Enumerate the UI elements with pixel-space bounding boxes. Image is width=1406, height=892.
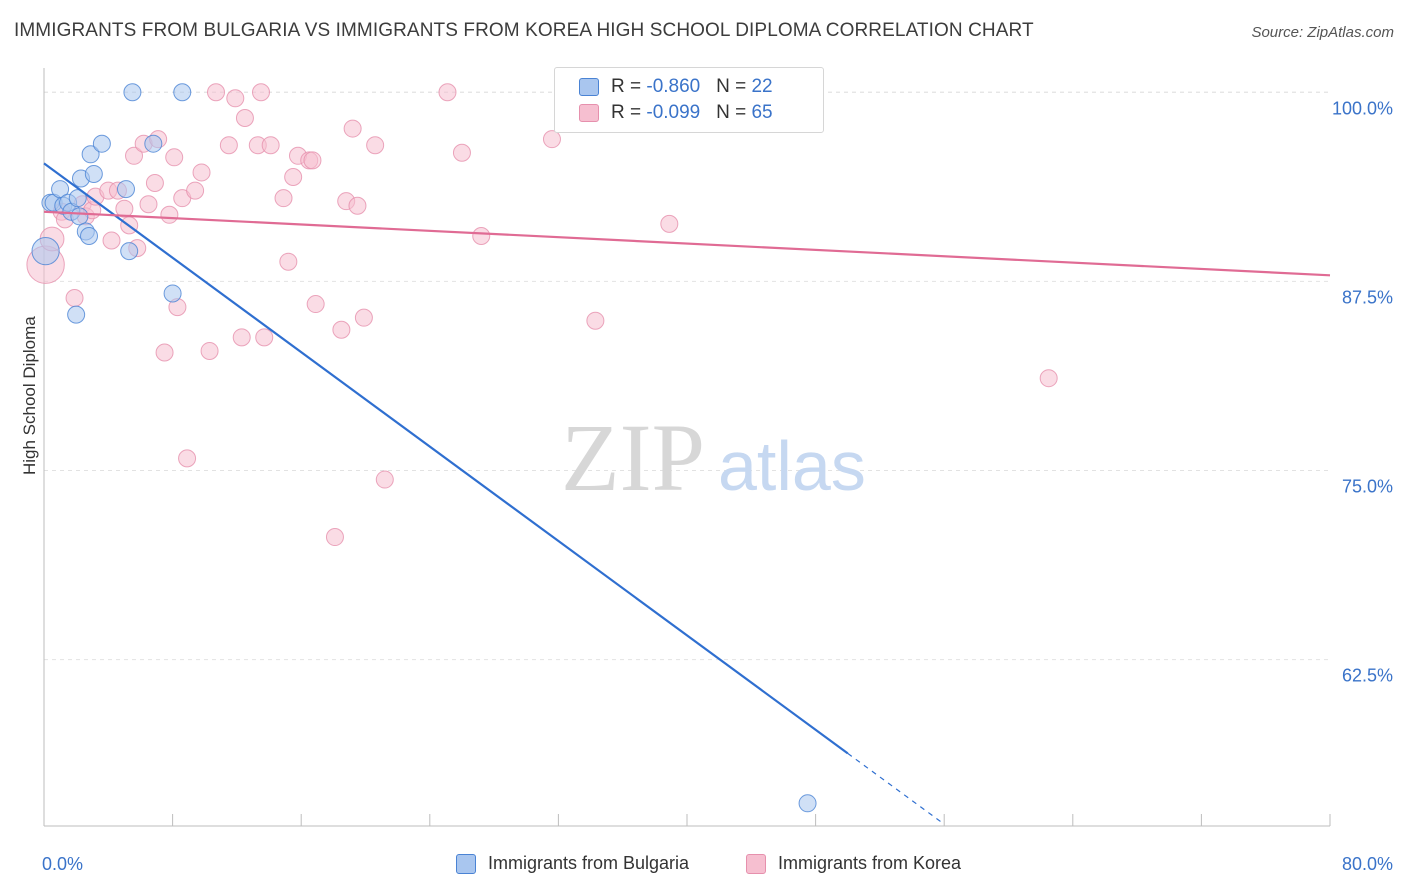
source-attribution: Source: ZipAtlas.com — [1251, 24, 1394, 41]
korea-point — [232, 328, 251, 347]
bulgaria-point — [31, 237, 60, 266]
korea-point — [125, 146, 144, 165]
legend-n-value-bulgaria: 22 — [751, 76, 773, 97]
bulgaria-point — [84, 164, 103, 183]
y-tick-label: 87.5% — [1342, 287, 1393, 307]
korea-point — [306, 295, 325, 314]
bulgaria-point — [80, 226, 99, 245]
bottom-legend-swatch-bulgaria — [456, 854, 476, 874]
legend-r-value-korea: -0.099 — [646, 102, 701, 123]
watermark-atlas: atlas — [718, 427, 866, 505]
bulgaria-point — [144, 134, 163, 153]
korea-point — [332, 320, 351, 339]
korea-point — [186, 181, 205, 200]
bulgaria-point — [123, 83, 142, 102]
bulgaria-point — [120, 242, 139, 261]
bulgaria-point — [81, 145, 100, 164]
legend-n-label: N = — [716, 102, 752, 123]
bulgaria-trend-line-extension — [847, 752, 945, 825]
legend-swatch-korea — [579, 104, 599, 122]
korea-point — [354, 308, 373, 327]
bulgaria-point — [798, 794, 817, 813]
y-tick-label: 75.0% — [1342, 476, 1393, 496]
korea-point — [279, 252, 298, 271]
korea-point — [586, 311, 605, 330]
legend-r-value-bulgaria: -0.860 — [646, 76, 701, 97]
x-tick-label: 0.0% — [42, 854, 83, 874]
bottom-legend-label-korea: Immigrants from Korea — [778, 853, 962, 873]
bulgaria-point — [163, 284, 182, 303]
x-tick-label: 80.0% — [1342, 854, 1393, 874]
bulgaria-point — [68, 189, 87, 208]
korea-point — [165, 148, 184, 167]
bulgaria-point — [92, 134, 111, 153]
bulgaria-point — [173, 83, 192, 102]
y-tick-label: 100.0% — [1332, 98, 1393, 118]
korea-point — [542, 130, 561, 149]
korea-point — [452, 143, 471, 162]
korea-point — [160, 205, 179, 224]
korea-point — [343, 119, 362, 138]
korea-point — [178, 449, 197, 468]
korea-point — [366, 136, 385, 155]
korea-point — [255, 328, 274, 347]
legend-r-label: R = — [611, 102, 647, 123]
bulgaria-point — [70, 207, 89, 226]
korea-point — [660, 214, 679, 233]
korea-point — [155, 343, 174, 362]
legend-r-label: R = — [611, 76, 647, 97]
korea-point — [192, 163, 211, 182]
watermark-zip: ZIP — [561, 404, 705, 511]
legend-n-value-korea: 65 — [751, 102, 773, 123]
bulgaria-point — [67, 305, 86, 324]
y-axis-label: High School Diploma — [20, 316, 39, 475]
korea-point — [139, 195, 158, 214]
korea-point — [274, 189, 293, 208]
legend: R = -0.860 N = 22 R = -0.099 N = 65 — [554, 67, 824, 133]
korea-point — [348, 196, 367, 215]
korea-point — [115, 199, 134, 218]
korea-point — [438, 83, 457, 102]
korea-point — [261, 136, 280, 155]
korea-point — [219, 136, 238, 155]
korea-point — [284, 167, 303, 186]
korea-point — [102, 231, 121, 250]
korea-point — [207, 83, 226, 102]
korea-point — [145, 174, 164, 193]
korea-point — [325, 528, 344, 547]
korea-point — [303, 151, 322, 170]
bulgaria-trend-line — [43, 162, 849, 755]
korea-point — [1039, 369, 1058, 388]
legend-swatch-bulgaria — [579, 78, 599, 96]
korea-point — [200, 341, 219, 360]
watermark: ZIP atlas — [561, 404, 866, 511]
korea-point — [472, 226, 491, 245]
korea-trend-line — [43, 210, 1331, 277]
legend-n-label: N = — [716, 76, 752, 97]
korea-point — [252, 83, 271, 102]
korea-point — [65, 289, 84, 308]
bulgaria-point — [116, 180, 135, 199]
korea-point — [375, 470, 394, 489]
bottom-legend-swatch-korea — [746, 854, 766, 874]
korea-point — [226, 89, 245, 108]
bottom-legend-label-bulgaria: Immigrants from Bulgaria — [488, 853, 690, 873]
korea-point — [235, 108, 254, 127]
y-tick-label: 62.5% — [1342, 666, 1393, 686]
chart-title: IMMIGRANTS FROM BULGARIA VS IMMIGRANTS F… — [14, 20, 1034, 41]
